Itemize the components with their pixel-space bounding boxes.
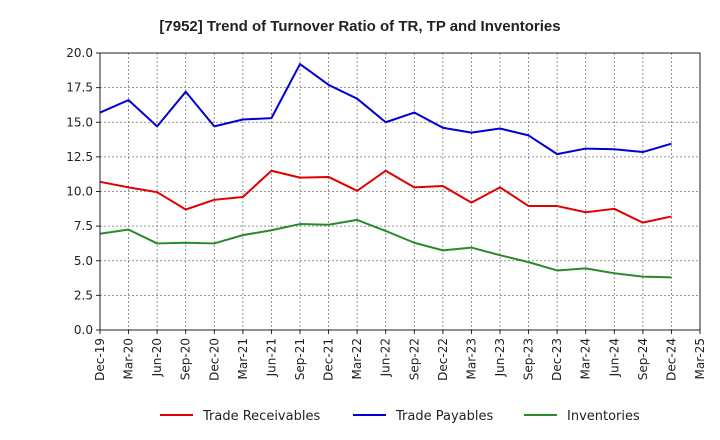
y-tick-label: 2.5	[74, 288, 93, 302]
x-tick-label: Jun-22	[379, 338, 393, 377]
y-tick-label: 17.5	[66, 81, 93, 95]
legend-label: Inventories	[567, 409, 640, 424]
x-tick-label: Jun-23	[493, 338, 507, 377]
x-tick-label: Mar-25	[693, 338, 707, 379]
series-line-trade-receivables	[99, 169, 672, 224]
y-tick-label: 10.0	[66, 185, 93, 199]
y-tick-label: 7.5	[74, 219, 93, 233]
x-tick-label: Dec-19	[93, 338, 107, 381]
y-axis: 0.0 2.5 5.0 7.5 10.0 12.5 15.0 17.5 20.0	[66, 46, 100, 337]
x-tick-label: Sep-24	[636, 338, 650, 380]
x-axis: Dec-19 Mar-20 Jun-20 Sep-20 Dec-20 Mar-21 Jun-…	[93, 330, 707, 381]
legend-item: Trade Receivables	[160, 409, 320, 424]
series-line-inventories	[99, 218, 672, 279]
grid	[99, 52, 701, 331]
x-tick-label: Jun-21	[264, 338, 278, 377]
x-tick-label: Mar-24	[579, 338, 593, 379]
y-tick-label: 0.0	[74, 323, 93, 337]
x-tick-label: Dec-23	[550, 338, 564, 381]
legend-label: Trade Receivables	[202, 409, 320, 424]
legend-label: Trade Payables	[395, 409, 493, 424]
x-tick-label: Jun-24	[607, 338, 621, 377]
x-tick-label: Sep-21	[293, 338, 307, 380]
series-lines	[99, 63, 672, 279]
y-tick-label: 5.0	[74, 254, 93, 268]
x-tick-label: Mar-20	[122, 338, 136, 379]
x-tick-label: Dec-24	[664, 338, 678, 381]
x-tick-label: Mar-23	[464, 338, 478, 379]
x-tick-label: Dec-20	[207, 338, 221, 381]
plot-area-frame	[99, 52, 701, 331]
series-line-trade-payables	[99, 63, 672, 156]
legend-item: Inventories	[524, 409, 640, 424]
x-tick-label: Sep-22	[407, 338, 421, 380]
x-tick-label: Dec-21	[322, 338, 336, 381]
x-tick-label: Sep-23	[522, 338, 536, 380]
x-tick-label: Jun-20	[150, 338, 164, 377]
y-tick-label: 12.5	[66, 150, 93, 164]
y-tick-label: 15.0	[66, 115, 93, 129]
legend-item: Trade Payables	[353, 409, 493, 424]
x-tick-label: Mar-21	[236, 338, 250, 379]
legend: Trade Receivables Trade Payables Inventori…	[160, 409, 640, 424]
x-tick-label: Dec-22	[436, 338, 450, 381]
x-tick-label: Sep-20	[179, 338, 193, 380]
y-tick-label: 20.0	[66, 46, 93, 60]
chart-title: [7952] Trend of Turnover Ratio of TR, TP…	[159, 18, 560, 35]
x-tick-label: Mar-22	[350, 338, 364, 379]
